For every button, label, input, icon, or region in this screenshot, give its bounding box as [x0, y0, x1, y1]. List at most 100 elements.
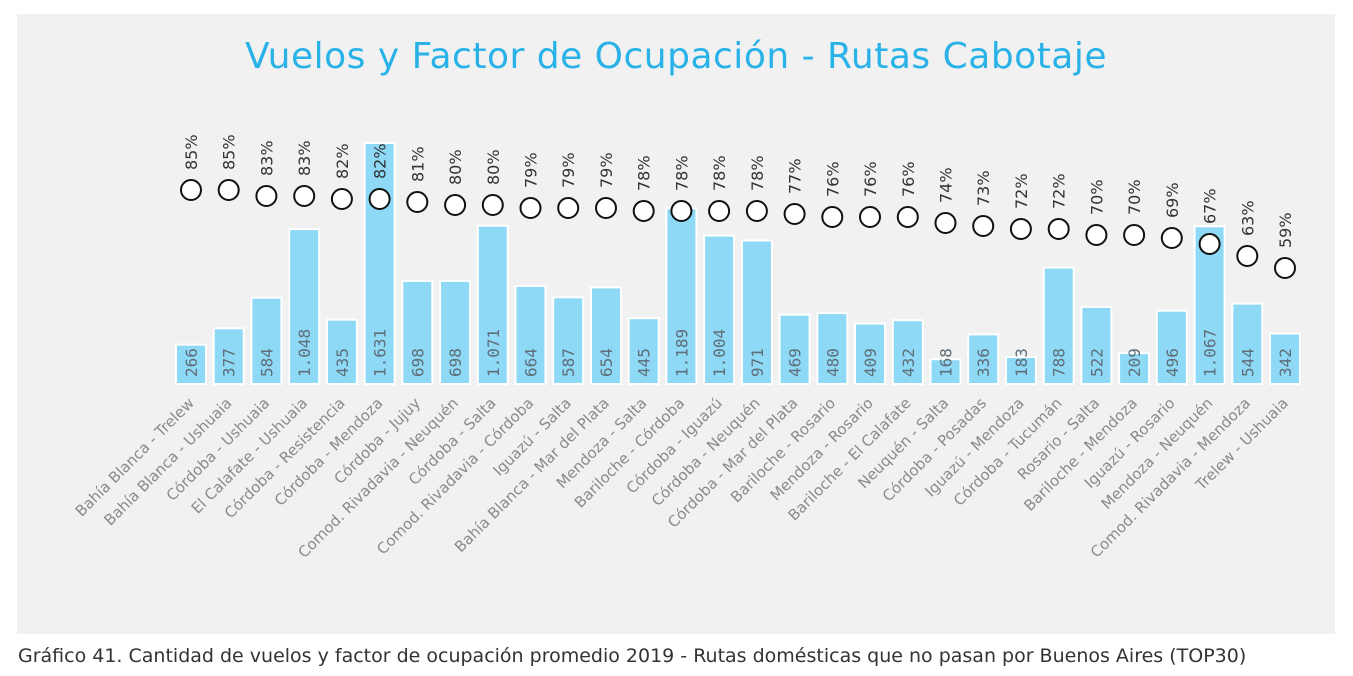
bar-value-label: 266: [182, 348, 201, 377]
occupancy-marker-18: [859, 206, 881, 228]
bar-value-label: 435: [333, 348, 352, 377]
occupancy-label: 70%: [1087, 179, 1106, 215]
bar-value-label: 654: [597, 348, 616, 377]
bar-value-label: 336: [974, 348, 993, 377]
occupancy-marker-3: [293, 185, 316, 207]
occupancy-marker-13: [670, 200, 693, 222]
occupancy-label: 63%: [1238, 200, 1257, 236]
bar-18: [854, 322, 886, 386]
bar-value-label: 587: [559, 348, 578, 377]
bar-value-label: 1.004: [710, 329, 729, 377]
occupancy-marker-1: [217, 179, 240, 201]
bar-value-label: 342: [1276, 348, 1295, 377]
occupancy-label: 79%: [559, 152, 578, 188]
bar-value-label: 664: [522, 348, 541, 377]
occupancy-label: 74%: [937, 167, 956, 203]
bar-value-label: 584: [257, 348, 276, 377]
bar-value-label: 1.048: [295, 329, 314, 377]
bar-value-label: 1.071: [484, 329, 503, 377]
bar-13: [665, 207, 698, 385]
bar-10: [552, 296, 585, 385]
bar-value-label: 409: [861, 348, 880, 377]
occupancy-labels-layer: 85% 85% 83% 83% 82% 82% 81% 80% 80% 79% 79% 79% 78% 7…: [182, 134, 1295, 248]
occupancy-label: 73%: [974, 170, 993, 206]
occupancy-label: 82%: [371, 143, 390, 179]
occupancy-marker-21: [972, 215, 995, 237]
bar-24: [1080, 305, 1113, 385]
bar-value-label: 209: [1125, 348, 1144, 377]
bar-21: [967, 333, 1000, 385]
occupancy-label: 72%: [1012, 173, 1031, 209]
bar-22: [1004, 356, 1037, 385]
bar-26: [1155, 309, 1188, 386]
occupancy-label: 79%: [597, 152, 616, 188]
bar-value-label: 445: [635, 348, 654, 377]
occupancy-label: 76%: [823, 161, 842, 197]
bar-15: [740, 239, 773, 385]
occupancy-marker-17: [821, 206, 844, 228]
bar-value-label: 377: [220, 348, 239, 377]
occupancy-label: 83%: [295, 140, 314, 176]
bar-14: [703, 234, 736, 385]
bar-16: [778, 313, 811, 386]
occupancy-marker-4: [330, 188, 353, 210]
bar-value-label: 1.189: [672, 329, 691, 377]
chart-title: Vuelos y Factor de Ocupación - Rutas Cab…: [244, 36, 1108, 77]
bar-value-label: 183: [1012, 348, 1031, 377]
occupancy-marker-26: [1160, 227, 1183, 249]
occupancy-label: 78%: [672, 155, 691, 191]
occupancy-marker-8: [481, 194, 504, 216]
occupancy-marker-29: [1274, 257, 1296, 279]
bar-value-label: 1.631: [371, 329, 390, 377]
occupancy-label: 70%: [1125, 179, 1144, 215]
occupancy-label: 82%: [333, 143, 352, 179]
bar-value-label: 971: [748, 348, 767, 377]
occupancy-marker-6: [406, 191, 429, 213]
occupancy-marker-2: [255, 185, 278, 207]
occupancy-marker-7: [444, 194, 467, 216]
occupancy-label: 59%: [1276, 212, 1295, 248]
occupancy-label: 78%: [635, 155, 654, 191]
occupancy-label: 76%: [899, 161, 918, 197]
bar-value-label: 469: [786, 348, 805, 377]
occupancy-label: 81%: [408, 146, 427, 182]
occupancy-marker-19: [896, 206, 919, 228]
bar-2: [250, 296, 283, 386]
bar-value-label: 432: [899, 348, 918, 377]
bar-5: [363, 142, 396, 385]
bar-value-label: 480: [823, 348, 842, 377]
occupancy-marker-0: [180, 179, 202, 201]
bar-values-layer: 266 377 584 1.048 435 1.631 698 698 1.071 664 587 6…: [182, 329, 1295, 377]
occupancy-marker-27: [1198, 233, 1221, 255]
occupancy-marker-14: [708, 200, 731, 222]
bar-0: [175, 343, 207, 386]
bar-value-label: 698: [446, 348, 465, 377]
bar-12: [627, 317, 660, 386]
bar-value-label: 788: [1050, 348, 1069, 377]
occupancy-marker-10: [557, 197, 580, 219]
figure-caption: Gráfico 41. Cantidad de vuelos y factor …: [18, 645, 1247, 667]
occupancy-label: 80%: [446, 149, 465, 185]
occupancy-label: 85%: [220, 134, 239, 170]
bar-4: [325, 318, 358, 386]
bar-value-label: 522: [1087, 348, 1106, 377]
occupancy-label: 67%: [1201, 188, 1220, 224]
occupancy-label: 72%: [1050, 173, 1069, 209]
occupancy-label: 69%: [1163, 182, 1182, 218]
occupancy-marker-24: [1085, 224, 1108, 246]
occupancy-marker-11: [595, 197, 617, 219]
bars-layer: [175, 142, 1301, 386]
occupancy-marker-15: [745, 200, 768, 222]
bar-17: [816, 312, 849, 386]
bar-25: [1118, 352, 1151, 386]
bar-value-label: 1.067: [1201, 329, 1220, 377]
occupancy-label: 79%: [522, 152, 541, 188]
bar-value-label: 698: [408, 348, 427, 377]
bar-value-label: 168: [937, 348, 956, 377]
occupancy-marker-22: [1009, 218, 1032, 240]
occupancy-marker-23: [1047, 218, 1070, 240]
bar-28: [1231, 302, 1264, 386]
bar-29: [1269, 332, 1301, 385]
bar-8: [476, 224, 509, 385]
